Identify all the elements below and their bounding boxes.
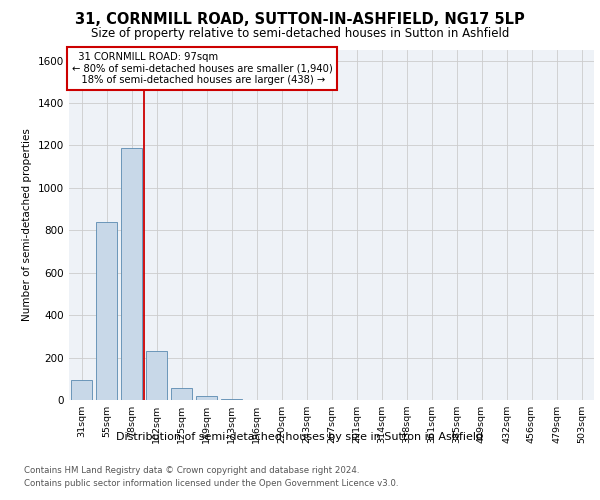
Text: Contains public sector information licensed under the Open Government Licence v3: Contains public sector information licen… bbox=[24, 479, 398, 488]
Bar bbox=[71, 380, 92, 400]
Text: Distribution of semi-detached houses by size in Sutton in Ashfield: Distribution of semi-detached houses by … bbox=[116, 432, 484, 442]
Bar bbox=[221, 398, 242, 400]
Text: Size of property relative to semi-detached houses in Sutton in Ashfield: Size of property relative to semi-detach… bbox=[91, 28, 509, 40]
Bar bbox=[121, 148, 142, 400]
Bar bbox=[96, 222, 117, 400]
Bar bbox=[196, 396, 217, 400]
Y-axis label: Number of semi-detached properties: Number of semi-detached properties bbox=[22, 128, 32, 322]
Text: 31 CORNMILL ROAD: 97sqm
← 80% of semi-detached houses are smaller (1,940)
   18%: 31 CORNMILL ROAD: 97sqm ← 80% of semi-de… bbox=[71, 52, 332, 85]
Bar bbox=[146, 351, 167, 400]
Text: Contains HM Land Registry data © Crown copyright and database right 2024.: Contains HM Land Registry data © Crown c… bbox=[24, 466, 359, 475]
Text: 31, CORNMILL ROAD, SUTTON-IN-ASHFIELD, NG17 5LP: 31, CORNMILL ROAD, SUTTON-IN-ASHFIELD, N… bbox=[75, 12, 525, 28]
Bar bbox=[171, 388, 192, 400]
